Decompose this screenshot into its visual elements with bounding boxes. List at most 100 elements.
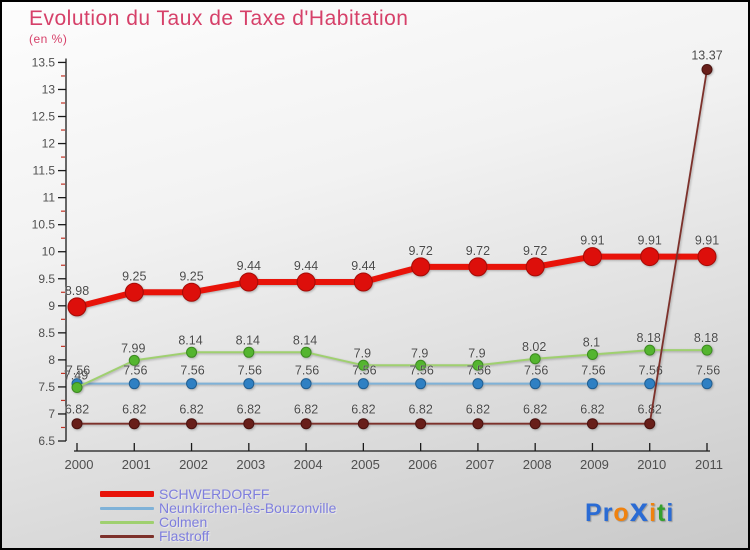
value-label: 6.82 [179, 403, 203, 417]
legend-swatch [100, 506, 154, 510]
data-point [468, 257, 488, 277]
legend-label: Colmen [159, 514, 208, 530]
value-label: 6.82 [580, 403, 604, 417]
y-tick-label: 9 [48, 299, 55, 313]
value-label: 7.56 [123, 364, 147, 378]
value-label: 8.14 [236, 333, 260, 347]
x-tick-label: 2008 [523, 457, 552, 472]
chart-subtitle: (en %) [29, 32, 68, 46]
legend-item-schwerdorff: SCHWERDORFF [100, 487, 336, 501]
y-tick-label: 11.5 [33, 164, 56, 178]
data-point [124, 282, 144, 302]
chart-legend: SCHWERDORFF Neunkirchen-lès-Bouzonville Co… [100, 487, 336, 543]
chart-canvas: 6.5 7 7.5 8 8.5 9 9.5 10 10.5 11 11.5 12 12.5 13 13.5 2… [32, 48, 723, 472]
y-tick-label: 11 [43, 191, 56, 205]
value-label: 9.72 [408, 244, 432, 258]
value-label: 6.82 [294, 403, 318, 417]
series-colmen [71, 344, 713, 393]
value-label: 9.72 [466, 244, 490, 258]
y-tick-label: 13.5 [32, 55, 56, 69]
series-neunkirchen-les-bouzonville [71, 378, 713, 390]
data-point [415, 418, 427, 430]
value-label: 8.18 [637, 331, 661, 345]
x-tick-label: 2005 [351, 457, 380, 472]
value-label: 8.14 [293, 333, 317, 347]
value-label: 8.1 [583, 335, 600, 349]
data-point [472, 378, 484, 390]
value-label: 9.44 [294, 259, 318, 273]
value-label: 7.56 [66, 364, 90, 378]
value-label: 7.56 [581, 364, 605, 378]
data-point [697, 247, 717, 267]
data-point [586, 418, 598, 430]
data-point [128, 354, 140, 366]
data-point [186, 418, 198, 430]
legend-swatch [100, 534, 154, 538]
data-point [71, 381, 83, 393]
data-point [300, 346, 312, 358]
value-label: 6.82 [638, 403, 662, 417]
data-point [529, 418, 541, 430]
data-point [243, 346, 255, 358]
y-tick-label: 8 [48, 353, 55, 367]
data-point [586, 378, 598, 390]
x-tick-label: 2002 [179, 457, 208, 472]
series-schwerdorff [67, 247, 717, 317]
logo-letter-1: r [602, 499, 614, 527]
data-point [357, 418, 369, 430]
data-point [644, 378, 656, 390]
value-label: 7.56 [238, 364, 262, 378]
legend-item-colmen: Colmen [100, 515, 336, 529]
series-flastroff [71, 63, 713, 430]
data-point [186, 378, 198, 390]
value-label: 6.82 [65, 403, 89, 417]
value-label: 13.37 [691, 48, 722, 62]
data-point [529, 378, 541, 390]
y-tick-label: 13 [42, 82, 56, 96]
value-label: 9.25 [122, 269, 146, 283]
data-point [353, 272, 373, 292]
data-point [300, 378, 312, 390]
y-tick-label: 8.5 [38, 326, 55, 340]
value-label: 9.72 [523, 244, 547, 258]
y-tick-label: 10 [42, 245, 56, 259]
data-point [472, 418, 484, 430]
value-label: 7.9 [411, 346, 428, 360]
data-point [128, 418, 140, 430]
data-point [582, 247, 602, 267]
data-point [71, 418, 83, 430]
data-point [239, 272, 259, 292]
data-point [128, 378, 140, 390]
value-label: 7.9 [468, 346, 485, 360]
legend-label: SCHWERDORFF [159, 486, 270, 502]
value-label: 8.14 [178, 333, 202, 347]
logo-letter-3: x [629, 491, 650, 528]
y-axis: 6.5 7 7.5 8 8.5 9 9.5 10 10.5 11 11.5 12 12.5 13 13.5 [32, 55, 67, 448]
logo-letter-5: t [657, 499, 667, 527]
value-label: 7.56 [352, 364, 376, 378]
value-label: 7.56 [409, 364, 433, 378]
legend-item-flastroff: Flastroff [100, 529, 336, 543]
value-label: 7.56 [295, 364, 319, 378]
value-label: 8.18 [694, 331, 718, 345]
value-label: 9.91 [695, 234, 719, 248]
data-point [701, 63, 713, 75]
y-tick-label: 7.5 [38, 380, 55, 394]
data-point [472, 359, 484, 371]
data-point [525, 257, 545, 277]
value-label: 9.91 [638, 234, 662, 248]
value-label: 8.02 [522, 340, 546, 354]
data-point [640, 247, 660, 267]
y-tick-label: 7 [48, 407, 55, 421]
x-tick-label: 2006 [408, 457, 437, 472]
value-label: 6.82 [408, 403, 432, 417]
x-tick-label: 2000 [65, 457, 94, 472]
x-tick-label: 2007 [465, 457, 494, 472]
x-tick-label: 2011 [695, 457, 723, 472]
legend-swatch [100, 491, 154, 497]
value-label: 7.56 [180, 364, 204, 378]
data-point [415, 359, 427, 371]
data-point [182, 282, 202, 302]
data-point [186, 346, 198, 358]
